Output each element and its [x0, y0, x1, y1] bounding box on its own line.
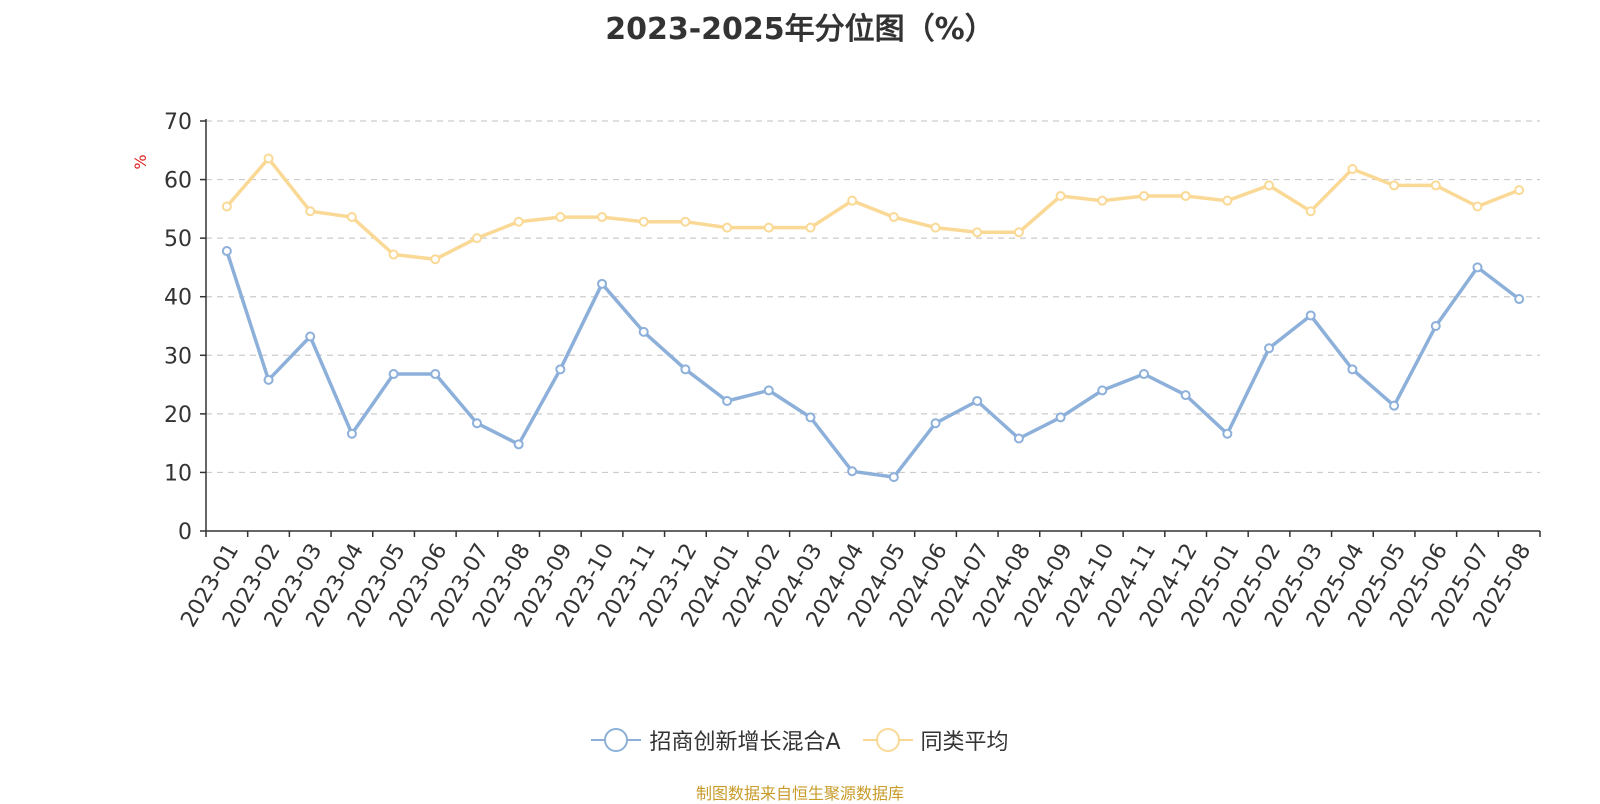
fund-data-point — [555, 364, 566, 375]
y-tick-label: 50 — [164, 227, 192, 252]
fund-data-point — [1180, 390, 1191, 401]
y-tick-label: 70 — [164, 110, 192, 135]
fund-data-point — [471, 418, 482, 429]
fund-data-point — [847, 466, 858, 477]
peer-average-data-point — [1013, 227, 1024, 238]
y-axis-label: % — [131, 154, 150, 169]
peer-average-data-point — [597, 212, 608, 223]
fund-data-point — [1514, 294, 1525, 305]
fund-data-point — [1097, 385, 1108, 396]
fund-data-point — [305, 331, 316, 342]
fund-data-point — [1013, 433, 1024, 444]
fund-data-point — [763, 385, 774, 396]
legend: 招商创新增长混合A 同类平均 — [0, 722, 1600, 758]
peer-average-data-point — [221, 201, 232, 212]
fund-data-point — [1055, 412, 1066, 423]
peer-average-data-point — [388, 249, 399, 260]
peer-average-data-point — [888, 212, 899, 223]
peer-average-data-point — [430, 254, 441, 265]
chart-title: 2023-2025年分位图（%） — [605, 12, 995, 47]
peer-average-data-point — [930, 222, 941, 233]
x-tick-labels: 2023-012023-022023-032023-042023-052023-… — [176, 540, 1536, 632]
y-tick-label: 30 — [164, 344, 192, 369]
peer-average-data-point — [1472, 201, 1483, 212]
peer-average-data-point — [305, 206, 316, 217]
peer-average-data-point — [722, 222, 733, 233]
peer-average-data-point — [1222, 195, 1233, 206]
y-tick-label: 0 — [178, 520, 192, 545]
fund-data-point — [221, 246, 232, 257]
fund-data-point — [1305, 310, 1316, 321]
peer-average-data-point — [1305, 206, 1316, 217]
peer-average-data-point — [680, 216, 691, 227]
peer-average-data-point — [346, 212, 357, 223]
fund-data-point — [263, 374, 274, 385]
grid-lines — [206, 120, 1540, 474]
fund-data-point — [1389, 400, 1400, 411]
peer-average-data-point — [1430, 180, 1441, 191]
fund-data-point — [346, 428, 357, 439]
fund-data-point — [1138, 369, 1149, 380]
peer-average-data-point — [1389, 180, 1400, 191]
peer-average-series-line — [225, 156, 1521, 261]
peer-average-data-point — [1514, 185, 1525, 196]
legend-peer-average-marker-icon — [862, 728, 913, 752]
fund-data-point — [1264, 343, 1275, 354]
fund-data-point — [638, 326, 649, 337]
y-tick-label: 60 — [164, 169, 192, 194]
fund-data-point — [930, 418, 941, 429]
peer-average-data-point — [555, 212, 566, 223]
legend-item-peer-average[interactable]: 同类平均 — [862, 724, 1009, 756]
fund-data-point — [972, 395, 983, 406]
peer-average-data-point — [1138, 190, 1149, 201]
legend-item-fund[interactable]: 招商创新增长混合A — [591, 724, 841, 756]
peer-average-data-point — [471, 233, 482, 244]
y-tick-label: 20 — [164, 403, 192, 428]
y-tick-labels: 0 10 20 30 40 50 60 70 — [164, 110, 192, 545]
peer-average-data-point — [972, 227, 983, 238]
peer-average-data-point — [1347, 164, 1358, 175]
fund-data-point — [513, 439, 524, 450]
fund-data-point — [722, 395, 733, 406]
peer-average-data-point — [638, 216, 649, 227]
y-tick-label: 10 — [164, 461, 192, 486]
fund-data-point — [888, 472, 899, 483]
fund-data-point — [1347, 364, 1358, 375]
legend-fund-label: 招商创新增长混合A — [649, 730, 841, 755]
fund-data-point — [430, 369, 441, 380]
y-tick-label: 40 — [164, 286, 192, 311]
peer-average-data-point — [1264, 180, 1275, 191]
peer-average-data-point — [513, 216, 524, 227]
fund-data-point — [1472, 262, 1483, 273]
fund-data-point — [388, 369, 399, 380]
peer-average-data-point — [1097, 195, 1108, 206]
legend-fund-marker-icon — [591, 728, 642, 752]
data-source-note: 制图数据来自恒生聚源数据库 — [695, 784, 904, 803]
peer-average-data-point — [1180, 190, 1191, 201]
fund-data-point — [1430, 321, 1441, 331]
peer-average-data-point — [805, 222, 816, 233]
fund-data-point — [597, 278, 608, 289]
legend-peer-average-label: 同类平均 — [920, 730, 1009, 755]
peer-average-data-point — [263, 153, 274, 164]
fund-data-point — [805, 412, 816, 423]
fund-data-point — [680, 364, 691, 375]
fund-series-line — [225, 249, 1521, 479]
fund-data-point — [1222, 428, 1233, 439]
peer-average-data-point — [763, 222, 774, 233]
axes — [200, 119, 1541, 537]
series-group — [221, 153, 1525, 483]
peer-average-data-point — [847, 195, 858, 206]
peer-average-data-point — [1055, 190, 1066, 201]
